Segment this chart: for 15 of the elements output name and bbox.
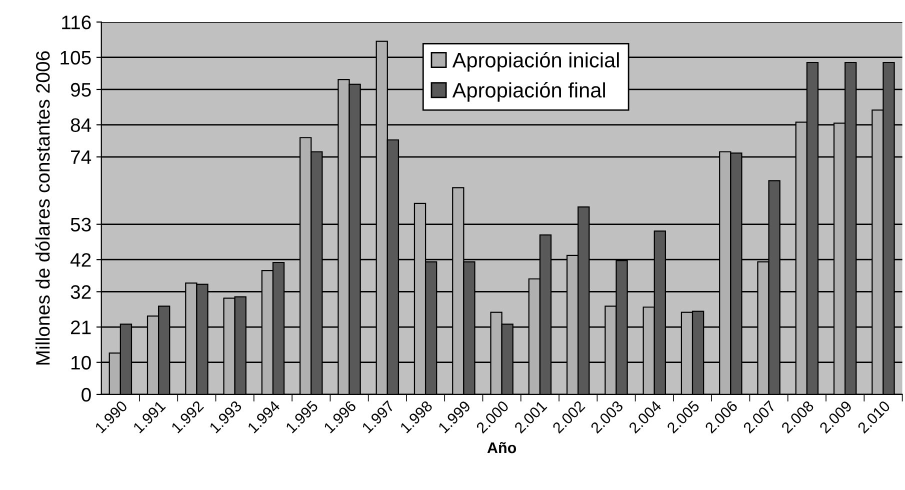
- y-tick-label: 116: [62, 16, 91, 30]
- y-axis-title: Millones de dólares constantes 2006: [35, 51, 50, 364]
- y-tick-label: 21: [70, 320, 91, 334]
- y-tick-label: 0: [82, 388, 91, 402]
- legend-label: Apropiación inicial: [452, 52, 619, 72]
- y-tick-label: 74: [71, 150, 92, 164]
- y-tick-label: 105: [60, 50, 91, 65]
- y-tick-label: 42: [70, 253, 91, 267]
- y-tick-label: 10: [71, 356, 91, 370]
- y-tick-label: 53: [70, 218, 91, 232]
- legend-label: Apropiación final: [452, 82, 605, 102]
- y-tick-label: 32: [70, 285, 91, 299]
- x-axis-title: Año: [487, 442, 516, 454]
- y-tick-label: 95: [70, 82, 91, 97]
- y-tick-label: 84: [70, 118, 92, 132]
